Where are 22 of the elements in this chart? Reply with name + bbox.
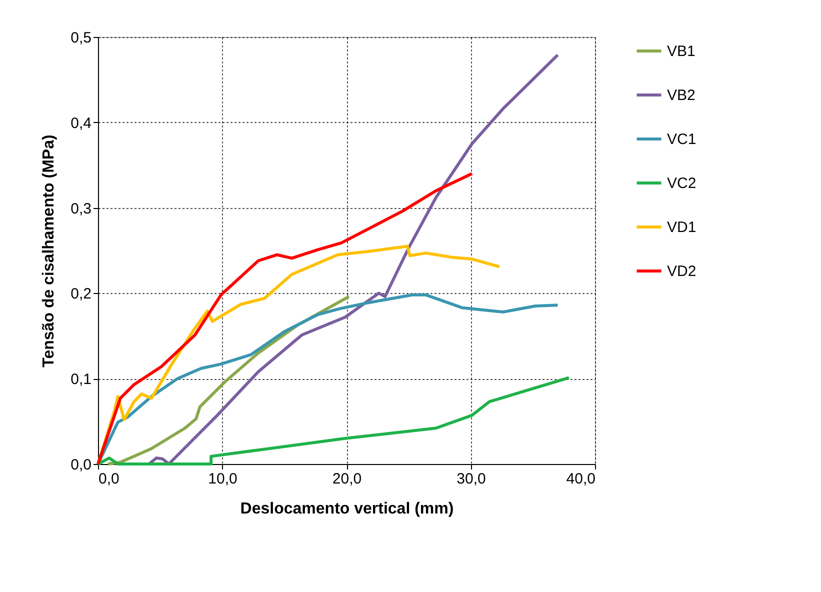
legend-label: VB2 (667, 87, 696, 104)
x-tick-label: 0,0 (98, 470, 120, 488)
y-tick-label: 0,0 (70, 456, 92, 474)
y-tick-label: 0,2 (70, 286, 92, 303)
line-series (147, 53, 560, 466)
y-tick-label: 0,1 (70, 371, 92, 388)
y-tick-label: 0,3 (70, 200, 92, 218)
line-series (96, 376, 570, 466)
y-tick-label: 0,4 (70, 114, 92, 132)
y-axis-title: Tensão de cisalhamento (MPa) (40, 134, 58, 368)
legend-label: VC1 (667, 131, 696, 148)
legend-label: VD2 (667, 263, 696, 280)
x-tick-label: 10,0 (208, 470, 238, 488)
x-tick-label: 20,0 (332, 470, 362, 488)
y-tick-label: 0,5 (70, 30, 92, 46)
line-series (96, 172, 474, 466)
legend-label: VC2 (667, 175, 696, 192)
legend-label: VB1 (667, 43, 696, 60)
x-tick-label: 40,0 (566, 470, 596, 488)
legend-label: VD1 (667, 219, 696, 236)
x-tick-label: 30,0 (456, 470, 486, 488)
x-axis-title: Deslocamento vertical (mm) (240, 500, 454, 518)
